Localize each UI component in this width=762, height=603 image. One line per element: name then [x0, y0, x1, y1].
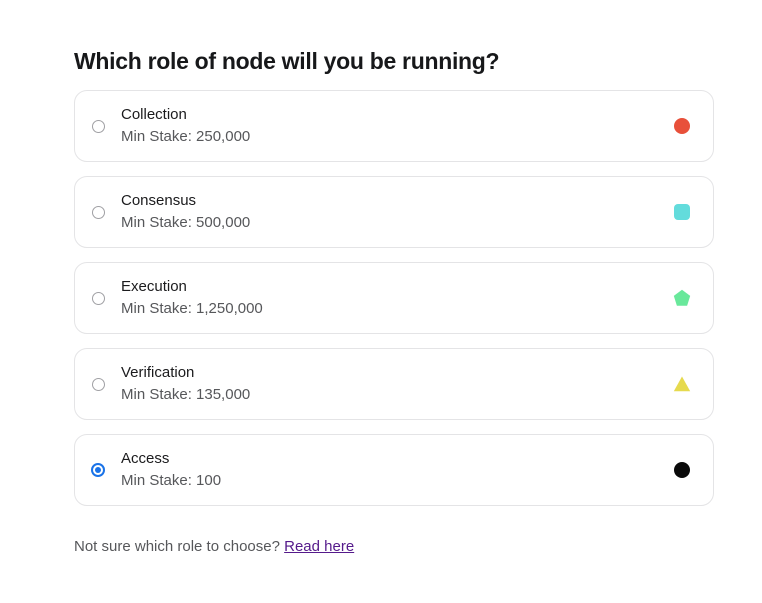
- radio-wrapper[interactable]: [75, 119, 121, 133]
- radio-wrapper[interactable]: [75, 463, 121, 477]
- role-option-card[interactable]: Collection Min Stake: 250,000: [74, 90, 714, 162]
- role-radio-button[interactable]: [91, 463, 105, 477]
- help-note: Not sure which role to choose? Read here: [74, 536, 354, 558]
- role-option-text: Execution Min Stake: 1,250,000: [121, 276, 651, 320]
- pentagon-icon: [651, 289, 713, 307]
- role-option-text: Collection Min Stake: 250,000: [121, 104, 651, 148]
- role-option-card[interactable]: Consensus Min Stake: 500,000: [74, 176, 714, 248]
- role-option-min-stake: Min Stake: 100: [121, 472, 222, 489]
- triangle-icon: [651, 375, 713, 393]
- radio-wrapper[interactable]: [75, 377, 121, 391]
- role-option-min-stake: Min Stake: 135,000: [121, 386, 251, 403]
- page-title: Which role of node will you be running?: [74, 48, 500, 74]
- role-radio-button[interactable]: [91, 119, 105, 133]
- role-option-label: Execution: [121, 278, 187, 295]
- role-option-min-stake: Min Stake: 1,250,000: [121, 300, 263, 317]
- role-option-label: Consensus: [121, 192, 197, 209]
- role-option-label: Verification: [121, 364, 195, 381]
- role-option-card[interactable]: Verification Min Stake: 135,000: [74, 348, 714, 420]
- radio-wrapper[interactable]: [75, 291, 121, 305]
- role-option-card[interactable]: Access Min Stake: 100: [74, 434, 714, 506]
- role-option-text: Consensus Min Stake: 500,000: [121, 190, 651, 234]
- role-option-label: Collection: [121, 106, 187, 123]
- circle-icon: [651, 461, 713, 479]
- rounded-square-icon: [651, 203, 713, 221]
- help-note-text: Not sure which role to choose?: [74, 538, 285, 555]
- role-option-card[interactable]: Execution Min Stake: 1,250,000: [74, 262, 714, 334]
- role-option-min-stake: Min Stake: 500,000: [121, 214, 251, 231]
- role-option-min-stake: Min Stake: 250,000: [121, 128, 251, 145]
- role-option-text: Access Min Stake: 100: [121, 448, 651, 492]
- radio-wrapper[interactable]: [75, 205, 121, 219]
- role-option-label: Access: [121, 450, 170, 467]
- role-option-text: Verification Min Stake: 135,000: [121, 362, 651, 406]
- read-here-link[interactable]: Read here: [284, 538, 355, 555]
- role-radio-button[interactable]: [91, 291, 105, 305]
- role-radio-button[interactable]: [91, 377, 105, 391]
- circle-icon: [651, 117, 713, 135]
- role-radio-button[interactable]: [91, 205, 105, 219]
- node-role-options-list: Collection Min Stake: 250,000 Consensus Min…: [74, 90, 714, 520]
